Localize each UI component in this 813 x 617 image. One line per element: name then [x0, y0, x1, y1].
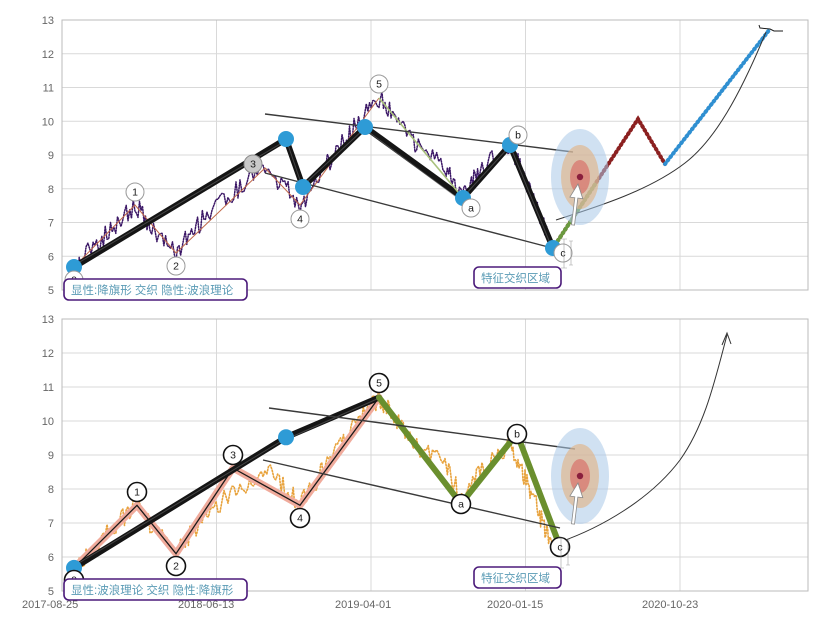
svg-text:2: 2	[173, 561, 179, 573]
svg-text:5: 5	[48, 285, 54, 297]
svg-text:8: 8	[48, 484, 54, 496]
svg-text:6: 6	[48, 251, 54, 263]
svg-text:9: 9	[48, 150, 54, 162]
svg-text:b: b	[514, 429, 520, 441]
svg-text:10: 10	[42, 116, 54, 128]
svg-text:2019-04-01: 2019-04-01	[335, 599, 391, 611]
svg-text:4: 4	[297, 214, 303, 226]
svg-text:6: 6	[48, 552, 54, 564]
svg-text:特征交织区域: 特征交织区域	[481, 271, 550, 285]
svg-text:4: 4	[297, 513, 303, 525]
svg-text:13: 13	[42, 15, 54, 27]
svg-text:12: 12	[42, 49, 54, 61]
svg-text:b: b	[515, 130, 521, 142]
svg-text:特征交织区域: 特征交织区域	[481, 571, 550, 585]
svg-text:7: 7	[48, 518, 54, 530]
svg-text:11: 11	[43, 83, 54, 95]
svg-text:9: 9	[48, 450, 54, 462]
svg-text:5: 5	[376, 378, 382, 390]
svg-text:3: 3	[230, 450, 236, 462]
svg-text:显性:降旗形 交织 隐性:波浪理论: 显性:降旗形 交织 隐性:波浪理论	[71, 283, 234, 297]
svg-text:11: 11	[43, 382, 54, 394]
svg-text:5: 5	[48, 586, 54, 598]
svg-text:a: a	[468, 203, 474, 215]
svg-text:2: 2	[173, 261, 179, 273]
svg-text:2020-10-23: 2020-10-23	[642, 599, 698, 611]
svg-text:1: 1	[134, 487, 140, 499]
svg-text:13: 13	[42, 314, 54, 326]
svg-text:1: 1	[132, 187, 138, 199]
svg-text:8: 8	[48, 184, 54, 196]
svg-text:c: c	[557, 542, 562, 554]
svg-text:3: 3	[250, 159, 256, 171]
svg-text:c: c	[560, 248, 565, 260]
svg-text:2020-01-15: 2020-01-15	[487, 599, 543, 611]
svg-text:10: 10	[42, 416, 54, 428]
svg-text:显性:波浪理论 交织 隐性:降旗形: 显性:波浪理论 交织 隐性:降旗形	[71, 583, 234, 597]
svg-text:12: 12	[42, 348, 54, 360]
svg-text:7: 7	[48, 218, 54, 230]
svg-text:5: 5	[376, 79, 382, 91]
svg-text:a: a	[458, 499, 464, 511]
